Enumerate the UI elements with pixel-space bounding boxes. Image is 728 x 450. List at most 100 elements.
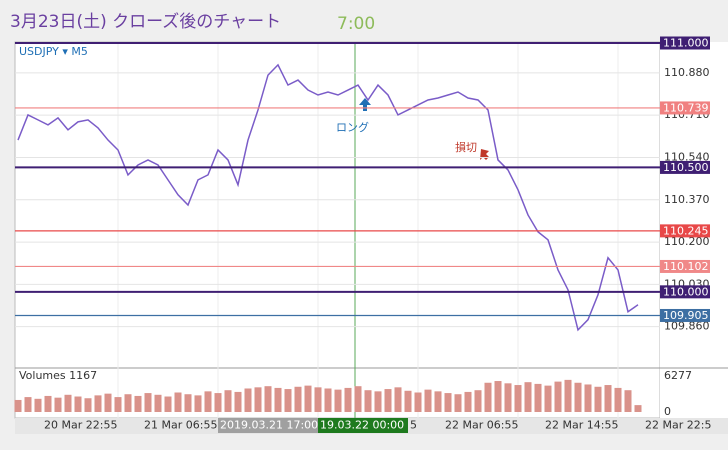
x-tick-label: 19.03.22 00:00 <box>320 419 404 432</box>
buy-arrow <box>359 98 371 111</box>
level-tag <box>660 259 710 273</box>
volume-bar <box>154 394 162 412</box>
volume-bar <box>394 387 402 412</box>
volume-bar <box>134 395 142 412</box>
volume-bar <box>74 396 82 412</box>
volume-bar <box>444 393 452 412</box>
y-tick-label: 109.860 <box>664 320 710 333</box>
volume-bar <box>404 390 412 412</box>
volume-bar <box>24 397 32 412</box>
header-title: 3月23日(土) クローズ後のチャート <box>10 12 281 32</box>
volume-bar <box>564 379 572 412</box>
volume-bar <box>494 381 502 412</box>
level-label: 111.000 <box>663 37 709 50</box>
y-tick-label: 110.370 <box>664 193 710 206</box>
y-tick-label: 110.540 <box>664 150 710 163</box>
volume-bar <box>264 386 272 412</box>
price-line <box>17 63 639 332</box>
volume-bar <box>384 389 392 412</box>
x-tick-label: 2019.03.21 17:00 <box>220 419 318 432</box>
volume-bar <box>324 388 332 412</box>
header-time: 7:00 <box>337 14 375 34</box>
volume-bar <box>274 387 282 412</box>
volume-bar <box>174 392 182 412</box>
volume-bar <box>44 395 52 412</box>
volume-bar <box>544 385 552 412</box>
plot-area <box>14 41 661 419</box>
volume-bar <box>474 390 482 412</box>
volume-bar <box>184 394 192 412</box>
volume-bar <box>224 390 232 412</box>
volume-bar <box>634 405 642 412</box>
volume-bar <box>614 387 622 412</box>
volume-bar <box>414 392 422 412</box>
volume-bar <box>314 387 322 412</box>
x-tick-label: 22 Mar 14:55 <box>545 419 618 432</box>
volume-bar <box>194 395 202 412</box>
y-tick-label: 110.200 <box>664 235 710 248</box>
level-tag <box>660 308 710 322</box>
volume-bar <box>624 390 632 412</box>
volume-bar <box>534 383 542 412</box>
level-tag <box>660 160 710 174</box>
volume-bar <box>364 390 372 412</box>
volume-bar <box>254 387 262 412</box>
volume-bar <box>144 393 152 412</box>
volume-bar <box>574 382 582 412</box>
volume-bar <box>234 391 242 412</box>
volume-bar <box>344 387 352 412</box>
volume-bar <box>484 382 492 412</box>
time-tag <box>318 418 408 433</box>
volume-bar <box>514 385 522 412</box>
level-label: 110.000 <box>663 285 709 298</box>
annotation: ロング <box>336 120 369 134</box>
volume-bar <box>104 393 112 412</box>
volume-bar <box>54 397 62 412</box>
level-label: 110.500 <box>663 161 709 174</box>
volume-bar <box>584 384 592 412</box>
volume-bar <box>464 391 472 412</box>
level-label: 110.102 <box>663 260 709 273</box>
level-label: 110.739 <box>663 101 709 114</box>
volume-bar <box>374 391 382 412</box>
volume-bar <box>204 391 212 412</box>
volume-bar <box>334 389 342 412</box>
level-tag <box>660 285 710 299</box>
x-tick-label: 21 Mar 06:55 <box>144 419 217 432</box>
symbol-label: USDJPY ▾ M5 <box>19 45 88 58</box>
level-tag <box>660 224 710 238</box>
x-tick-label: 22 Mar 22:5 <box>645 419 711 432</box>
y-tick-label: 110.880 <box>664 66 710 79</box>
level-tag <box>660 101 710 115</box>
volume-bar <box>164 396 172 412</box>
volume-bar <box>454 394 462 412</box>
x-tick-label: 5 <box>410 419 417 432</box>
y-tick-label: 6277 <box>664 369 692 382</box>
volume-bar <box>124 394 132 412</box>
volume-bar <box>114 397 122 412</box>
level-label: 110.245 <box>663 224 709 237</box>
level-label: 109.905 <box>663 309 709 322</box>
volume-bar <box>34 398 42 412</box>
volume-title: Volumes 1167 <box>19 369 97 382</box>
x-tick-label: 22 Mar 06:55 <box>445 419 518 432</box>
x-tick-label: 20 Mar 22:55 <box>44 419 117 432</box>
volume-bar <box>504 383 512 412</box>
volume-bar <box>64 394 72 412</box>
annotation: 損切 <box>455 140 477 154</box>
volume-bar <box>214 393 222 412</box>
volume-bar <box>14 399 22 412</box>
volume-bar <box>524 382 532 412</box>
y-tick-label: 0 <box>664 405 671 418</box>
volume-bar <box>94 395 102 412</box>
level-tag <box>660 36 710 50</box>
volume-bar <box>304 385 312 412</box>
volume-bar <box>554 381 562 412</box>
volume-bar <box>354 386 362 412</box>
volume-bar <box>294 386 302 412</box>
volume-bar <box>244 388 252 412</box>
volume-bar <box>594 386 602 412</box>
volume-bar <box>424 389 432 412</box>
